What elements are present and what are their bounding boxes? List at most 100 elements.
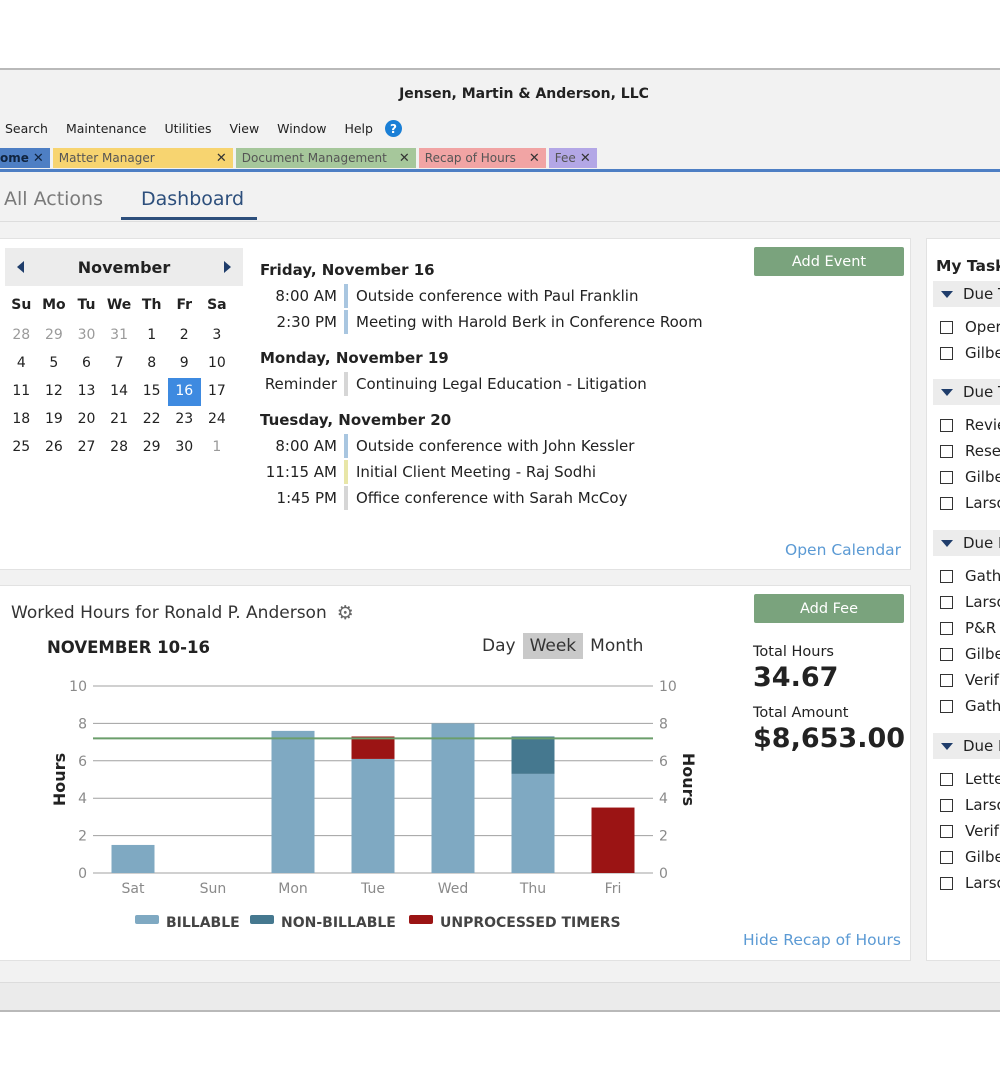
calendar-day[interactable]: 1 xyxy=(212,439,222,455)
menu-utilities[interactable]: Utilities xyxy=(164,121,212,136)
range-week[interactable]: Week xyxy=(522,633,584,659)
calendar-day[interactable]: 3 xyxy=(212,327,222,343)
calendar-day[interactable]: 18 xyxy=(12,411,31,427)
menu-help[interactable]: Help xyxy=(344,121,373,136)
tab-all-actions[interactable]: All Actions xyxy=(4,188,103,210)
calendar-day[interactable]: 24 xyxy=(207,411,226,427)
close-icon[interactable]: ✕ xyxy=(579,150,591,166)
task-group-header[interactable]: Due I xyxy=(933,733,1000,759)
calendar-day[interactable]: 22 xyxy=(142,411,161,427)
range-day[interactable]: Day xyxy=(482,636,516,656)
calendar-day[interactable]: 23 xyxy=(175,411,194,427)
range-month[interactable]: Month xyxy=(590,636,644,656)
calendar-day[interactable]: 29 xyxy=(44,327,63,343)
calendar-day[interactable]: 11 xyxy=(12,383,31,399)
event-row[interactable]: 2:30 PM Meeting with Harold Berk in Confe… xyxy=(260,309,760,335)
event-row[interactable]: 11:15 AM Initial Client Meeting - Raj Sod… xyxy=(260,459,760,485)
task-checkbox[interactable] xyxy=(940,621,953,635)
legend-swatch xyxy=(409,915,433,924)
close-icon[interactable]: ✕ xyxy=(32,150,44,166)
calendar-day[interactable]: 14 xyxy=(110,383,128,399)
task-checkbox[interactable] xyxy=(940,470,953,484)
calendar-day[interactable]: 25 xyxy=(12,439,31,455)
task-group-header[interactable]: Due T xyxy=(933,379,1000,405)
tab-recap-of-hours[interactable]: Recap of Hours ✕ xyxy=(418,148,546,168)
add-fee-button[interactable]: Add Fee xyxy=(754,594,904,623)
calendar-day[interactable]: 20 xyxy=(77,411,96,427)
calendar-day[interactable]: 12 xyxy=(44,383,63,399)
open-calendar-link[interactable]: Open Calendar xyxy=(785,541,902,559)
menu-maintenance[interactable]: Maintenance xyxy=(65,121,147,136)
calendar-day[interactable]: 10 xyxy=(207,355,226,371)
task-checkbox[interactable] xyxy=(940,772,953,786)
calendar-day[interactable]: 30 xyxy=(77,327,96,343)
calendar-day[interactable]: 9 xyxy=(179,355,189,371)
event-row[interactable]: 8:00 AM Outside conference with Paul Fran… xyxy=(260,283,760,309)
close-icon[interactable]: ✕ xyxy=(398,150,410,166)
task-checkbox[interactable] xyxy=(940,824,953,838)
calendar-day[interactable]: 2 xyxy=(179,327,189,343)
task-checkbox[interactable] xyxy=(940,444,953,458)
event-day-heading: Monday, November 19 xyxy=(260,349,449,367)
task-checkbox[interactable] xyxy=(940,850,953,864)
task-checkbox[interactable] xyxy=(940,876,953,890)
calendar-day[interactable]: 19 xyxy=(44,411,63,427)
hide-recap-link[interactable]: Hide Recap of Hours xyxy=(743,931,901,949)
collapse-triangle-icon[interactable] xyxy=(941,539,953,547)
task-checkbox[interactable] xyxy=(940,569,953,583)
help-icon[interactable]: ? xyxy=(384,120,402,137)
tab-document-management[interactable]: Document Management ✕ xyxy=(235,148,416,168)
task-checkbox[interactable] xyxy=(940,699,953,713)
weekday-header: Sa xyxy=(207,297,227,313)
add-event-button[interactable]: Add Event xyxy=(754,247,904,276)
calendar-day[interactable]: 28 xyxy=(110,439,128,455)
weekday-header: Fr xyxy=(176,297,193,313)
task-checkbox[interactable] xyxy=(940,595,953,609)
task-checkbox[interactable] xyxy=(940,418,953,432)
event-row[interactable]: Reminder Continuing Legal Education - Lit… xyxy=(260,371,760,397)
task-checkbox[interactable] xyxy=(940,346,953,360)
collapse-triangle-icon[interactable] xyxy=(941,290,953,298)
task-checkbox[interactable] xyxy=(940,496,953,510)
calendar-day[interactable]: 4 xyxy=(16,355,26,371)
calendar-day[interactable]: 6 xyxy=(82,355,91,371)
calendar-day[interactable]: 13 xyxy=(77,383,96,399)
calendar-day[interactable]: 26 xyxy=(44,439,63,455)
calendar-day[interactable]: 1 xyxy=(147,327,157,343)
task-checkbox[interactable] xyxy=(940,647,953,661)
task-group-header[interactable]: Due T xyxy=(933,281,1000,307)
next-month-icon[interactable] xyxy=(224,261,231,273)
calendar-day[interactable]: 5 xyxy=(49,355,59,371)
prev-month-icon[interactable] xyxy=(17,261,24,273)
calendar-day[interactable]: 30 xyxy=(175,439,194,455)
close-icon[interactable]: ✕ xyxy=(215,150,227,166)
calendar-day[interactable]: 31 xyxy=(110,327,128,343)
calendar-day[interactable]: 17 xyxy=(207,383,226,399)
calendar-day[interactable]: 7 xyxy=(114,355,124,371)
collapse-triangle-icon[interactable] xyxy=(941,388,953,396)
calendar-day[interactable]: 15 xyxy=(142,383,161,399)
task-checkbox[interactable] xyxy=(940,673,953,687)
collapse-triangle-icon[interactable] xyxy=(941,742,953,750)
calendar-day[interactable]: 27 xyxy=(77,439,96,455)
calendar-day[interactable]: 28 xyxy=(12,327,31,343)
close-icon[interactable]: ✕ xyxy=(528,150,540,166)
gear-icon[interactable]: ⚙ xyxy=(336,602,354,624)
calendar-day-selected[interactable]: 16 xyxy=(167,378,201,406)
task-group-header[interactable]: Due I xyxy=(933,530,1000,556)
calendar-day[interactable]: 29 xyxy=(142,439,161,455)
menu-search[interactable]: Search xyxy=(5,121,48,136)
menu-window[interactable]: Window xyxy=(277,121,327,136)
calendar-day[interactable]: 8 xyxy=(147,355,157,371)
task-checkbox[interactable] xyxy=(940,798,953,812)
menu-view[interactable]: View xyxy=(229,121,260,136)
event-row[interactable]: 1:45 PM Office conference with Sarah McCo… xyxy=(260,485,760,511)
task-label: Larso xyxy=(965,593,1000,611)
tab-fee[interactable]: Fee ✕ xyxy=(548,148,597,168)
tab-matter-manager[interactable]: Matter Manager ✕ xyxy=(52,148,233,168)
tab-dashboard[interactable]: Dashboard xyxy=(141,188,245,210)
task-checkbox[interactable] xyxy=(940,320,953,334)
calendar-day[interactable]: 21 xyxy=(110,411,128,427)
event-row[interactable]: 8:00 AM Outside conference with John Kess… xyxy=(260,433,760,459)
tab-home[interactable]: ome ✕ xyxy=(0,148,50,168)
